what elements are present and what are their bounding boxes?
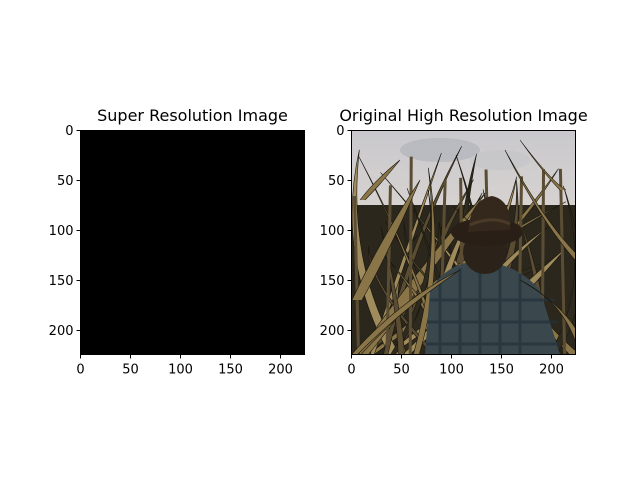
y-tick-label: 50 [57,174,74,189]
y-tick-label: 200 [320,324,345,339]
y-tick-label: 100 [49,224,74,239]
y-tick-label: 150 [49,274,74,289]
axes-frame [80,130,305,355]
x-tick-label: 100 [439,363,464,378]
super-resolution-panel: Super Resolution Image 0 50 100 150 200 0 50 10… [49,106,305,378]
x-tick-label: 200 [539,363,564,378]
y-tick-label: 100 [320,224,345,239]
axis-ticks: 0 50 100 150 200 0 50 100 150 200 [49,124,293,378]
y-tick-label: 50 [328,174,345,189]
y-tick-label: 0 [336,124,344,139]
panel-title: Super Resolution Image [97,106,288,125]
y-tick-label: 0 [65,124,73,139]
x-tick-label: 0 [347,363,355,378]
x-tick-label: 200 [268,363,293,378]
x-tick-label: 50 [122,363,139,378]
x-tick-label: 50 [393,363,410,378]
axes-frame [351,130,576,355]
x-tick-label: 150 [489,363,514,378]
x-tick-label: 150 [218,363,243,378]
y-tick-label: 200 [49,324,74,339]
y-tick-label: 150 [320,274,345,289]
axis-ticks: 0 50 100 150 200 0 50 100 150 200 [320,124,564,378]
super-resolution-image [80,130,305,355]
original-high-resolution-image [351,130,576,355]
panel-title: Original High Resolution Image [339,106,587,125]
x-tick-label: 100 [168,363,193,378]
original-high-resolution-panel: Original High Resolution Image [320,106,588,378]
x-tick-label: 0 [76,363,84,378]
